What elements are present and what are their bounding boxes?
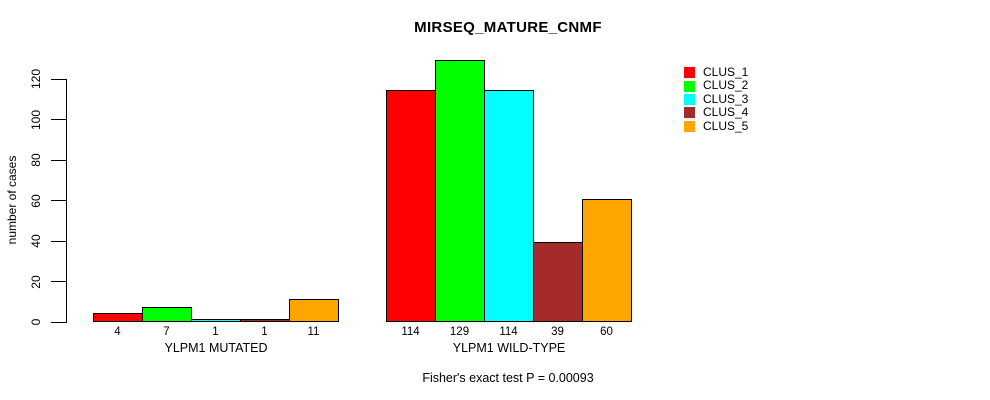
fishers-test-annotation: Fisher's exact test P = 0.00093 [422,371,594,385]
y-tick-mark [51,78,66,80]
bar-value-label: 114 [499,326,518,338]
y-tick-mark [51,200,66,201]
bar-clus_2-group0 [142,307,192,322]
y-tick-mark [51,119,66,120]
y-tick-mark [51,159,66,161]
bar-clus_4-group1 [533,242,583,322]
bar-value-label: 11 [307,326,320,338]
legend-color-swatch [684,107,695,119]
legend-color-swatch [684,67,695,79]
category-label-ylpm1-mutated: YLPM1 MUTATED [164,341,268,355]
bar-value-label: 39 [551,326,564,338]
legend-label: CLUS_2 [703,78,749,93]
bar-value-label: 7 [163,326,170,338]
legend-item-clus_1: CLUS_1 [684,65,749,79]
bar-value-label: 129 [449,326,470,338]
legend-item-clus_2: CLUS_2 [684,78,749,93]
y-tick-mark [51,321,66,323]
y-tick-label: 20 [29,274,43,289]
bar-clus_3-group1 [484,90,534,322]
bar-clus_4-group0 [240,319,290,322]
y-axis-title: number of cases [5,155,19,245]
chart-title: MIRSEQ_MATURE_CNMF [414,19,602,36]
y-tick-mark [51,281,66,282]
bar-clus_1-group0 [93,313,143,322]
bar-clus_3-group0 [191,319,241,322]
legend-color-swatch [684,120,695,132]
legend-label: CLUS_3 [703,91,749,106]
legend: CLUS_1 CLUS_2 CLUS_3 CLUS_4 CLUS_5 [684,65,749,133]
bar-clus_5-group0 [289,299,339,322]
bar-clus_2-group1 [435,60,485,322]
legend-color-swatch [684,93,695,105]
legend-label: CLUS_5 [703,118,749,133]
bar-value-label: 1 [212,326,219,338]
legend-label: CLUS_1 [703,65,749,79]
y-tick-label: 60 [29,193,43,208]
bar-value-label: 1 [261,326,268,338]
bar-clus_5-group1 [582,199,632,322]
bar-value-label: 60 [600,326,613,338]
y-tick-label: 40 [29,234,43,248]
y-tick-label: 120 [29,68,43,90]
legend-item-clus_5: CLUS_5 [684,118,749,133]
legend-item-clus_4: CLUS_4 [684,105,749,120]
y-tick-mark [51,240,66,242]
category-label-ylpm1-wild-type: YLPM1 WILD-TYPE [452,341,566,355]
bar-value-label: 4 [114,326,121,338]
y-axis-line [66,79,67,323]
y-tick-label: 80 [29,153,43,167]
y-tick-label: 0 [29,318,43,326]
legend-item-clus_3: CLUS_3 [684,91,749,106]
y-tick-label: 100 [29,109,43,130]
bar-clus_1-group1 [386,90,436,322]
legend-color-swatch [684,80,695,92]
bar-value-label: 114 [401,326,420,338]
legend-label: CLUS_4 [703,105,749,120]
